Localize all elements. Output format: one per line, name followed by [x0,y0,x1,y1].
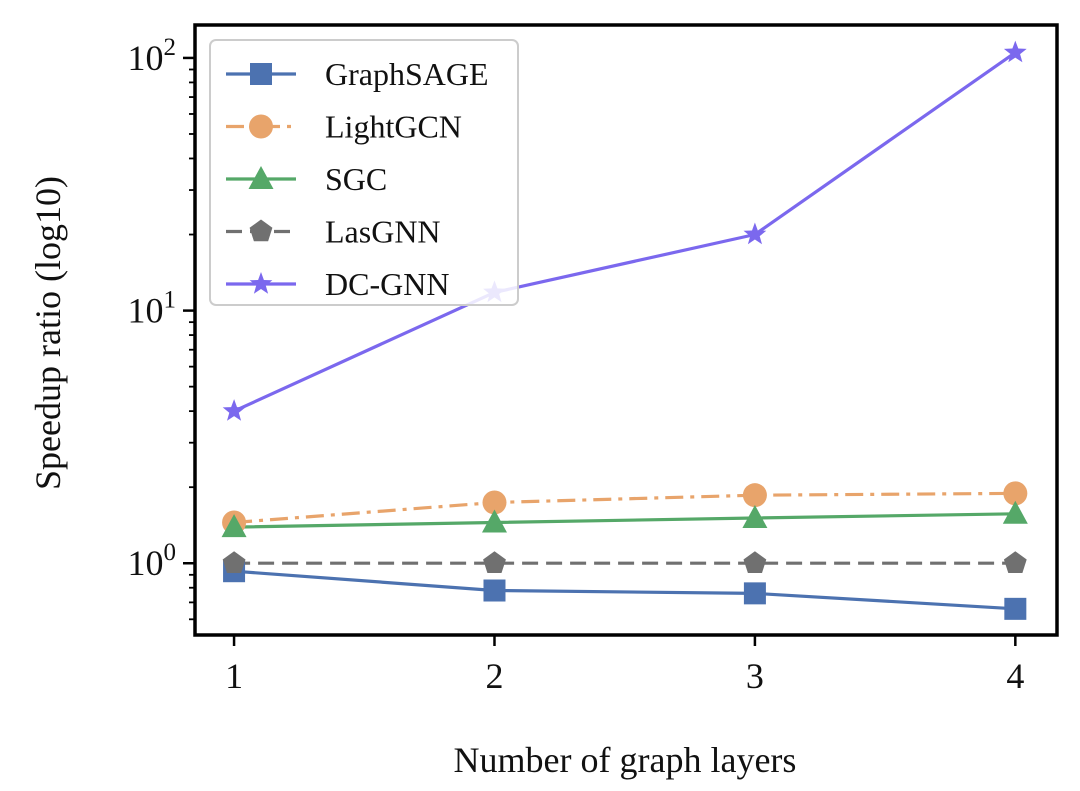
legend-label-graphsage: GraphSAGE [325,56,489,92]
data-point-graphsage-3 [743,582,766,605]
data-point-lasgnn-4 [1003,551,1027,573]
data-point-lasgnn-2 [483,551,506,573]
legend-label-lightgcn: LightGCN [325,109,462,145]
data-point-lightgcn-3 [742,483,767,508]
legend-marker-lasgnn [249,219,273,242]
legend: GraphSAGE LightGCN SGC LasGNN DC-GNN [209,39,519,306]
legend-marker-sgc [248,166,274,189]
data-point-dc-gnn-3 [743,222,767,245]
data-point-lasgnn-1 [222,551,246,573]
series-line-dc-gnn [233,51,1017,413]
legend-label-lasgnn: LasGNN [325,214,441,250]
series-line-sgc [234,512,1016,529]
x-tick-label-2: 2 [485,656,503,696]
plot-frame [193,23,1059,637]
data-point-lasgnn-3 [743,551,767,573]
x-tick-label-1: 1 [225,656,243,696]
data-point-sgc-2 [481,509,507,533]
data-point-sgc-4 [1002,500,1028,524]
y-axis-label: Speedup ratio (log10) [28,176,68,490]
data-point-lightgcn-2 [482,490,507,515]
legend-label-sgc: SGC [325,161,387,197]
x-tick-label-3: 3 [746,656,764,696]
x-tick-label-4: 4 [1006,656,1024,696]
data-point-dc-gnn-1 [222,399,246,421]
y-tick-label-1: 100 [128,539,177,583]
series-line-lightgcn [233,491,1016,525]
x-axis-label: Number of graph layers [454,740,797,780]
legend-marker-dc-gnn [249,272,273,294]
legend-label-dc-gnn: DC-GNN [325,266,449,302]
legend-box [209,39,519,306]
data-point-graphsage-4 [1004,597,1027,620]
plot-series-markers [221,40,1028,620]
data-point-graphsage-2 [483,579,506,602]
legend-marker-graphsage [250,63,272,85]
series-line-graphsage [233,569,1016,611]
data-point-lightgcn-4 [1003,481,1028,506]
data-point-sgc-3 [742,505,768,529]
legend-marker-lightgcn [249,114,273,139]
plot-series-lines [233,51,1017,611]
data-point-dc-gnn-4 [1003,40,1027,63]
data-point-sgc-1 [221,514,247,538]
